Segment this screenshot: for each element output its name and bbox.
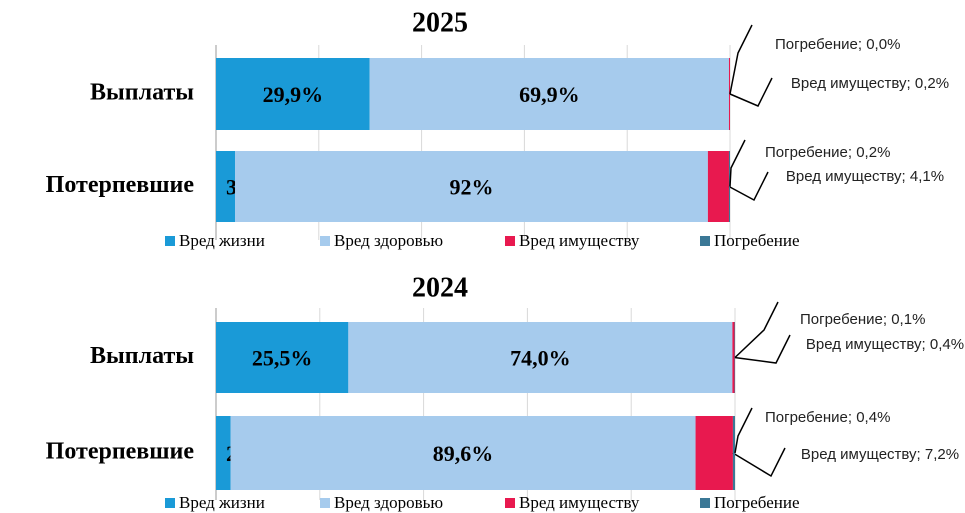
data-label: Погребение; 0,2% <box>765 144 891 161</box>
legend-label: Вред здоровью <box>334 231 443 250</box>
legend-label: Вред жизни <box>179 493 265 512</box>
leader-line <box>728 171 769 202</box>
data-label: Вред имуществу; 0,4% <box>805 336 965 353</box>
legend-label: Вред здоровью <box>334 493 443 512</box>
legend-swatch <box>505 498 515 508</box>
data-label: 89,6% <box>433 441 494 466</box>
bar-segment <box>235 151 708 222</box>
bar-segment <box>216 151 236 222</box>
legend-label: Вред жизни <box>179 231 265 250</box>
data-label: Вред имуществу; 0,2% <box>790 75 950 92</box>
legend-label: Вред имуществу <box>519 231 640 250</box>
legend-swatch <box>700 236 710 246</box>
legend-label: Погребение <box>714 493 800 512</box>
data-label: Погребение; 0,1% <box>800 311 926 328</box>
leader-line <box>734 407 753 454</box>
bar-segment <box>695 416 733 490</box>
data-label: 74,0% <box>510 346 571 371</box>
category-label: Выплаты <box>90 80 194 106</box>
bar-segment <box>369 58 729 130</box>
bar-segment <box>728 58 730 130</box>
data-label: 92% <box>449 175 493 200</box>
data-label: Вред имуществу; 4,1% <box>785 168 945 185</box>
leader-line <box>732 447 786 478</box>
bar-segment <box>707 151 729 222</box>
bar-segment <box>230 416 696 490</box>
bar-segment <box>734 322 735 393</box>
legend-label: Погребение <box>714 231 800 250</box>
data-label: 29,9% <box>263 82 324 107</box>
legend-swatch <box>320 498 330 508</box>
data-label: 25,5% <box>252 346 313 371</box>
leader-line <box>734 334 791 364</box>
bar-segment <box>348 322 733 393</box>
category-label: Потерпевшие <box>46 172 195 198</box>
leader-line <box>734 301 779 359</box>
data-label: Погребение; 0,0% <box>775 36 901 53</box>
bar-segment <box>732 322 735 393</box>
legend-swatch <box>165 236 175 246</box>
chart-title: 2024 <box>412 272 468 303</box>
bar-segment <box>216 58 370 130</box>
leader-line <box>729 77 773 107</box>
bar-segment <box>732 416 735 490</box>
leader-line <box>729 24 753 95</box>
category-label: Потерпевшие <box>46 439 195 465</box>
bar-segment <box>216 416 231 490</box>
leader-line <box>729 139 746 187</box>
legend-swatch <box>320 236 330 246</box>
legend-swatch <box>505 236 515 246</box>
data-label: 69,9% <box>519 82 580 107</box>
data-label: Вред имуществу; 7,2% <box>800 446 960 463</box>
legend-swatch <box>165 498 175 508</box>
legend-label: Вред имуществу <box>519 493 640 512</box>
bar-segment <box>216 322 349 393</box>
data-label: Погребение; 0,4% <box>765 409 891 426</box>
bar-segment <box>728 151 730 222</box>
category-label: Выплаты <box>90 343 194 369</box>
legend-swatch <box>700 498 710 508</box>
chart-title: 2025 <box>412 7 468 38</box>
